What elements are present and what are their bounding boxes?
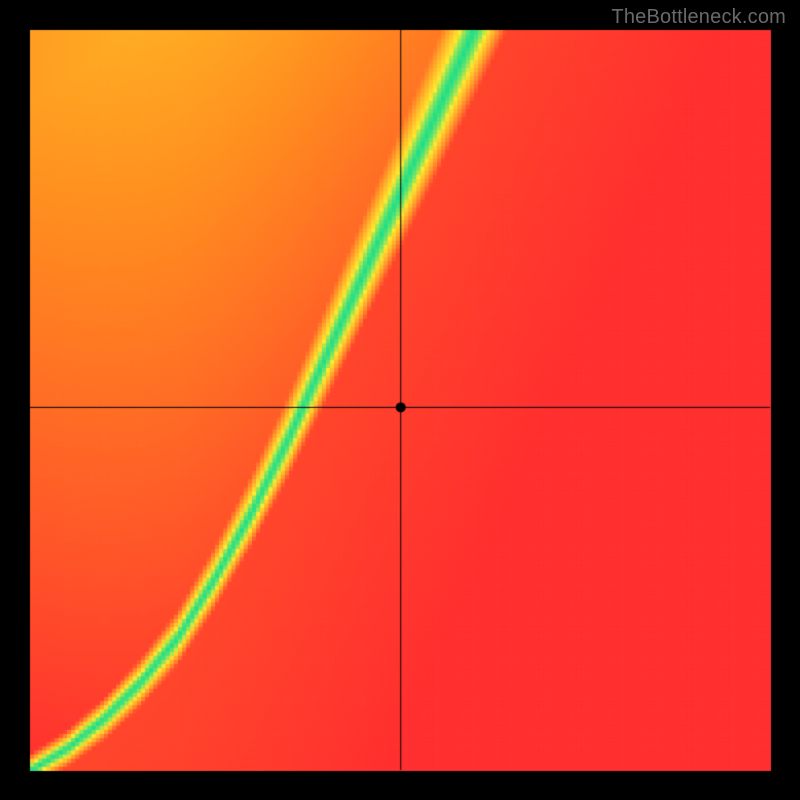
watermark-text: TheBottleneck.com bbox=[611, 6, 786, 29]
heatmap-canvas bbox=[0, 0, 800, 800]
chart-container: TheBottleneck.com bbox=[0, 0, 800, 800]
